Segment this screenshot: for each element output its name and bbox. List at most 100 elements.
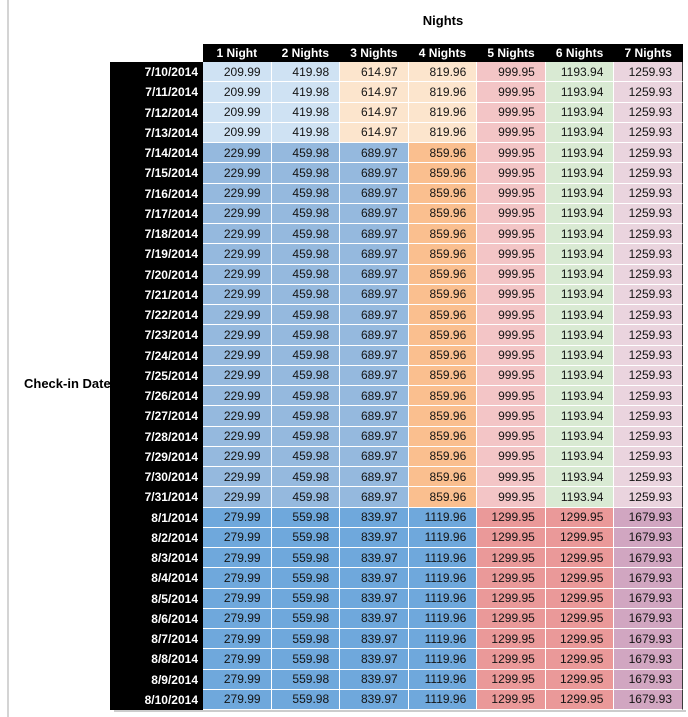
price-cell[interactable]: 1259.93 [614,325,683,346]
price-cell[interactable]: 859.96 [408,183,478,204]
price-cell[interactable]: 209.99 [203,122,272,143]
price-cell[interactable]: 1679.93 [614,507,683,528]
row-header-date[interactable]: 8/5/2014 [110,588,203,609]
price-cell[interactable]: 859.96 [408,203,478,224]
price-cell[interactable]: 1119.96 [408,669,478,690]
price-cell[interactable]: 459.98 [271,224,341,245]
price-cell[interactable]: 1259.93 [614,284,683,305]
price-cell[interactable]: 839.97 [340,548,409,569]
row-header-date[interactable]: 7/31/2014 [110,487,203,508]
row-header-date[interactable]: 7/27/2014 [110,406,203,427]
price-cell[interactable]: 459.98 [271,446,341,467]
price-cell[interactable]: 459.98 [271,284,341,305]
price-cell[interactable]: 839.97 [340,588,409,609]
price-cell[interactable]: 689.97 [340,183,409,204]
price-cell[interactable]: 279.99 [203,649,272,670]
price-cell[interactable]: 999.95 [477,446,546,467]
price-cell[interactable]: 839.97 [340,507,409,528]
price-cell[interactable]: 1299.95 [545,507,615,528]
price-cell[interactable]: 459.98 [271,143,341,164]
price-cell[interactable]: 1299.95 [545,527,615,548]
price-cell[interactable]: 1259.93 [614,244,683,265]
row-header-date[interactable]: 7/20/2014 [110,264,203,285]
price-cell[interactable]: 419.98 [271,122,341,143]
row-header-date[interactable]: 7/24/2014 [110,345,203,366]
price-cell[interactable]: 1193.94 [545,224,615,245]
price-cell[interactable]: 229.99 [203,143,272,164]
price-cell[interactable]: 999.95 [477,183,546,204]
price-cell[interactable]: 999.95 [477,82,546,103]
row-header-date[interactable]: 7/17/2014 [110,203,203,224]
price-cell[interactable]: 1299.95 [477,689,546,710]
row-header-date[interactable]: 7/21/2014 [110,284,203,305]
price-cell[interactable]: 1193.94 [545,406,615,427]
price-cell[interactable]: 1299.95 [477,507,546,528]
price-cell[interactable]: 689.97 [340,426,409,447]
price-cell[interactable]: 1259.93 [614,224,683,245]
price-cell[interactable]: 1119.96 [408,689,478,710]
price-cell[interactable]: 999.95 [477,203,546,224]
price-cell[interactable]: 1193.94 [545,305,615,326]
price-cell[interactable]: 559.98 [271,527,341,548]
price-cell[interactable]: 999.95 [477,163,546,184]
price-cell[interactable]: 689.97 [340,467,409,488]
price-cell[interactable]: 1299.95 [477,548,546,569]
price-cell[interactable]: 229.99 [203,203,272,224]
price-cell[interactable]: 999.95 [477,487,546,508]
column-header-5-nights[interactable]: 5 Nights [477,44,546,62]
price-cell[interactable]: 1119.96 [408,629,478,650]
price-cell[interactable]: 1299.95 [545,669,615,690]
price-cell[interactable]: 689.97 [340,224,409,245]
price-cell[interactable]: 1193.94 [545,143,615,164]
price-cell[interactable]: 1259.93 [614,264,683,285]
price-cell[interactable]: 229.99 [203,365,272,386]
price-cell[interactable]: 859.96 [408,244,478,265]
price-cell[interactable]: 229.99 [203,345,272,366]
column-header-7-nights[interactable]: 7 Nights [614,44,683,62]
price-cell[interactable]: 1299.95 [477,629,546,650]
price-cell[interactable]: 279.99 [203,507,272,528]
price-cell[interactable]: 1193.94 [545,467,615,488]
row-header-date[interactable]: 7/15/2014 [110,163,203,184]
price-cell[interactable]: 279.99 [203,527,272,548]
price-cell[interactable]: 999.95 [477,102,546,123]
price-cell[interactable]: 689.97 [340,264,409,285]
price-cell[interactable]: 859.96 [408,487,478,508]
price-cell[interactable]: 1119.96 [408,548,478,569]
price-cell[interactable]: 559.98 [271,588,341,609]
row-header-date[interactable]: 8/3/2014 [110,548,203,569]
price-cell[interactable]: 839.97 [340,649,409,670]
price-cell[interactable]: 209.99 [203,102,272,123]
price-cell[interactable]: 229.99 [203,224,272,245]
price-cell[interactable]: 1259.93 [614,82,683,103]
price-cell[interactable]: 1259.93 [614,487,683,508]
price-cell[interactable]: 1193.94 [545,203,615,224]
column-header-3-nights[interactable]: 3 Nights [340,44,409,62]
price-cell[interactable]: 1193.94 [545,325,615,346]
price-cell[interactable]: 1299.95 [545,588,615,609]
price-cell[interactable]: 229.99 [203,183,272,204]
price-cell[interactable]: 859.96 [408,284,478,305]
price-cell[interactable]: 1679.93 [614,629,683,650]
price-cell[interactable]: 229.99 [203,426,272,447]
price-cell[interactable]: 229.99 [203,325,272,346]
price-cell[interactable]: 1193.94 [545,244,615,265]
price-cell[interactable]: 459.98 [271,264,341,285]
price-cell[interactable]: 1193.94 [545,446,615,467]
price-cell[interactable]: 999.95 [477,365,546,386]
price-cell[interactable]: 614.97 [340,82,409,103]
row-header-date[interactable]: 7/25/2014 [110,365,203,386]
row-header-date[interactable]: 7/16/2014 [110,183,203,204]
price-cell[interactable]: 419.98 [271,62,341,83]
price-cell[interactable]: 689.97 [340,163,409,184]
price-cell[interactable]: 459.98 [271,426,341,447]
price-cell[interactable]: 999.95 [477,345,546,366]
price-cell[interactable]: 1193.94 [545,386,615,407]
price-cell[interactable]: 819.96 [408,122,478,143]
price-cell[interactable]: 859.96 [408,406,478,427]
price-cell[interactable]: 1299.95 [477,649,546,670]
price-cell[interactable]: 459.98 [271,386,341,407]
price-cell[interactable]: 459.98 [271,325,341,346]
price-cell[interactable]: 689.97 [340,446,409,467]
price-cell[interactable]: 1259.93 [614,386,683,407]
